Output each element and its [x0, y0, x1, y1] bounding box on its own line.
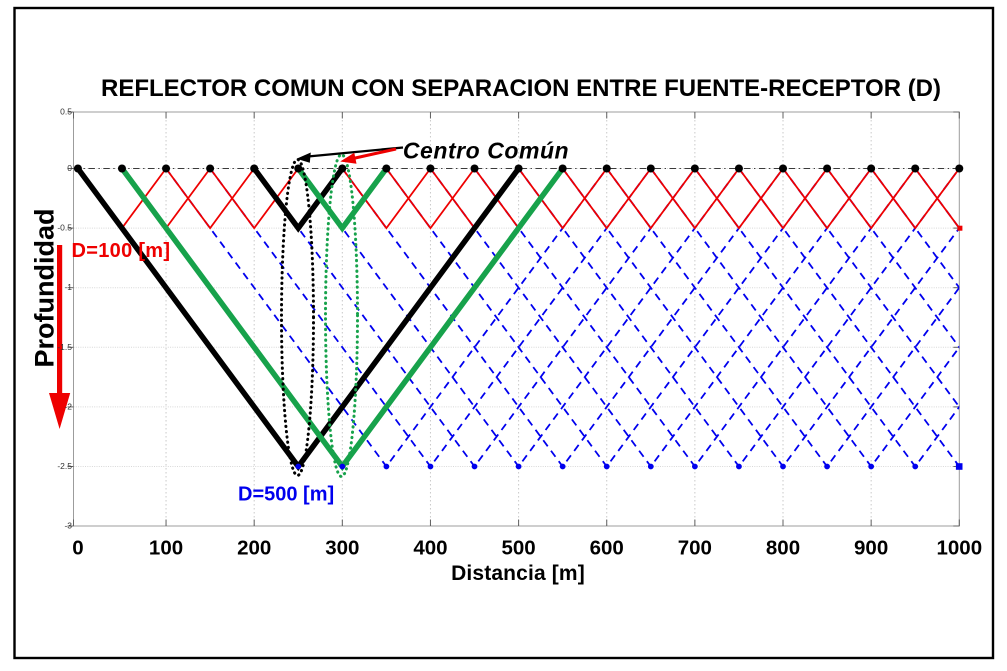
svg-text:0.5: 0.5	[60, 107, 72, 117]
svg-text:500: 500	[501, 537, 535, 560]
svg-text:300: 300	[325, 537, 359, 560]
svg-text:-2: -2	[64, 401, 72, 411]
svg-text:Profundidad: Profundidad	[30, 209, 60, 368]
svg-text:-1.5: -1.5	[57, 342, 72, 352]
svg-text:D=500 [m]: D=500 [m]	[238, 484, 334, 506]
svg-text:900: 900	[854, 537, 888, 560]
svg-text:0: 0	[72, 537, 83, 560]
svg-text:100: 100	[149, 537, 183, 560]
svg-text:0: 0	[67, 163, 72, 173]
svg-text:-1: -1	[64, 282, 72, 292]
svg-text:Centro Común: Centro Común	[403, 137, 569, 163]
svg-text:600: 600	[590, 537, 624, 560]
svg-text:-3: -3	[64, 521, 72, 531]
svg-text:REFLECTOR COMUN CON SEPARACION: REFLECTOR COMUN CON SEPARACION ENTRE FUE…	[101, 75, 941, 102]
svg-text:-2.5: -2.5	[57, 461, 72, 471]
svg-text:-0.5: -0.5	[57, 223, 72, 233]
svg-text:700: 700	[678, 537, 712, 560]
svg-text:200: 200	[237, 537, 271, 560]
svg-text:400: 400	[413, 537, 447, 560]
svg-text:D=100 [m]: D=100 [m]	[72, 240, 171, 262]
svg-text:800: 800	[766, 537, 800, 560]
svg-text:1000: 1000	[936, 537, 982, 560]
svg-text:Distancia [m]: Distancia [m]	[451, 562, 585, 585]
